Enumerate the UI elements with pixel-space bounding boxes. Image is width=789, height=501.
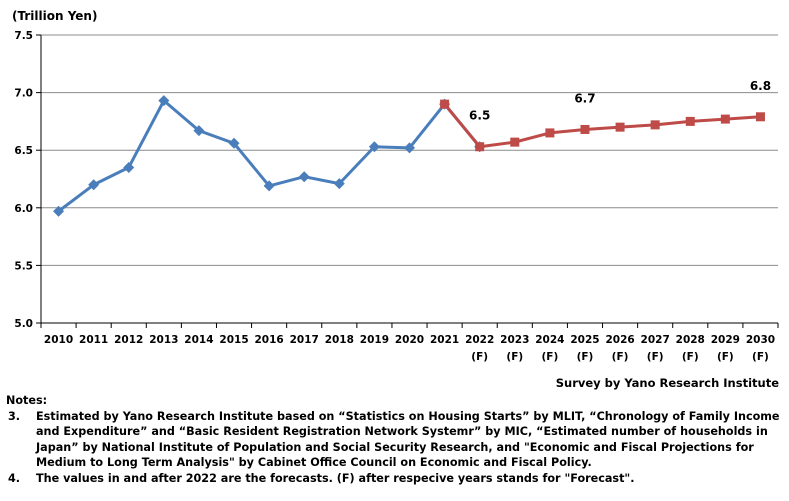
y-tick-label: 6.0 (14, 203, 33, 215)
x-tick-label: 2019 (360, 334, 389, 346)
x-tick-label: 2016 (255, 334, 284, 346)
x-tick-label: 2018 (325, 334, 354, 346)
x-tick-label: 2026 (605, 334, 634, 346)
data-labels: 6.5 6.7 6.8 (469, 79, 771, 123)
data-point (333, 178, 345, 190)
y-tick-label: 5.5 (14, 260, 33, 272)
y-tick-labels: 5.0 5.5 6.0 6.5 7.0 7.5 (14, 30, 33, 330)
data-label: 6.5 (469, 109, 490, 123)
y-tick-label: 7.5 (14, 30, 33, 42)
x-tick-label: 2011 (79, 334, 108, 346)
x-tick-label: 2030 (746, 334, 775, 346)
data-point (88, 179, 100, 191)
note-text: The values in and after 2022 are the for… (36, 471, 635, 485)
data-point (404, 142, 415, 154)
x-tick-label: 2027 (641, 334, 670, 346)
note-item: 4. The values in and after 2022 are the … (6, 471, 781, 487)
x-tick-label: 2013 (149, 334, 178, 346)
y-tick-label: 6.5 (14, 145, 33, 157)
series-group (53, 95, 765, 217)
note-number: 4. (8, 471, 21, 485)
data-point (650, 120, 660, 130)
data-point (720, 114, 730, 124)
data-point (158, 95, 170, 107)
data-label: 6.8 (750, 79, 771, 93)
x-tick-label: 2021 (430, 334, 459, 346)
x-tick-sublabel: (F) (506, 351, 523, 363)
data-point (368, 141, 380, 153)
y-tick-label: 7.0 (14, 88, 33, 100)
x-tick-sublabel: (F) (577, 351, 594, 363)
data-point (53, 205, 65, 217)
line-chart: (Trillion Yen) 5.05.56.06.57.07.5 2010 20… (12, 9, 779, 363)
note-text: Estimated by Yano Research Institute bas… (36, 409, 780, 470)
x-tick-sublabel: (F) (471, 351, 488, 363)
axes (36, 34, 779, 328)
x-tick-label: 2028 (676, 334, 705, 346)
source-text: Survey by Yano Research Institute (555, 376, 779, 390)
x-tick-sublabel: (F) (752, 351, 769, 363)
x-tick-sublabel: (F) (682, 351, 699, 363)
notes: Notes: 3. Estimated by Yano Research Ins… (6, 393, 781, 486)
x-tick-label: 2017 (290, 334, 319, 346)
data-point (193, 125, 205, 137)
x-tick-sublabel: (F) (647, 351, 664, 363)
x-tick-label: 2029 (711, 334, 740, 346)
data-point (475, 142, 485, 152)
y-tick-label: 5.0 (14, 318, 33, 330)
data-point (615, 122, 625, 132)
x-tick-label: 2012 (114, 334, 143, 346)
data-point (755, 112, 765, 122)
notes-heading: Notes: (6, 394, 48, 407)
x-tick-label: 2025 (570, 334, 599, 346)
x-tick-label: 2014 (184, 334, 213, 346)
x-tick-sublabel: (F) (541, 351, 558, 363)
x-tick-label: 2023 (500, 334, 529, 346)
data-point (440, 99, 450, 109)
x-tick-label: 2020 (395, 334, 424, 346)
data-point (580, 124, 590, 134)
x-tick-label: 2022 (465, 334, 494, 346)
series-line (57, 99, 481, 213)
data-point (510, 137, 520, 147)
note-item: 3. Estimated by Yano Research Institute … (6, 409, 781, 471)
x-tick-label: 2010 (44, 334, 73, 346)
data-point (685, 116, 695, 126)
x-tick-label: 2024 (535, 334, 564, 346)
note-number: 3. (8, 409, 21, 423)
data-point (298, 171, 310, 183)
series-2 (440, 99, 765, 152)
x-tick-label: 2015 (219, 334, 248, 346)
data-point (263, 180, 275, 192)
x-tick-labels: 2010 2011 2012 2013 2014 2015 2016 2017 2018 2019… (44, 334, 775, 363)
data-point (123, 161, 135, 173)
data-point (228, 137, 240, 149)
y-axis-label: (Trillion Yen) (12, 9, 97, 23)
data-point (545, 128, 555, 138)
series-1 (53, 95, 486, 217)
x-tick-sublabel: (F) (612, 351, 629, 363)
x-tick-sublabel: (F) (717, 351, 734, 363)
data-label: 6.7 (574, 91, 595, 105)
series-line (443, 103, 761, 149)
